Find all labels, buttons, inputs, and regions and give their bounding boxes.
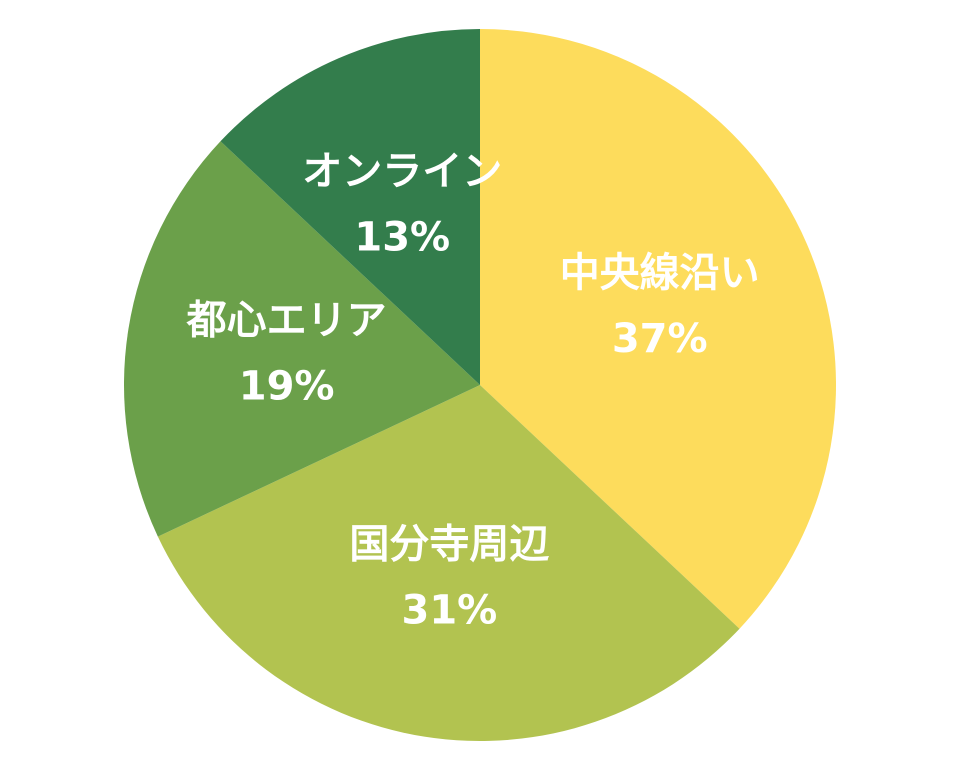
- slice-label: 都心エリア: [186, 297, 387, 343]
- pie-slice: [123, 141, 480, 537]
- slice-label: オンライン: [302, 148, 502, 194]
- slice-label: 国分寺周辺: [349, 521, 549, 567]
- pie-slice: [220, 29, 480, 385]
- pie-slice: [157, 385, 740, 742]
- slice-value-label: 37%: [612, 316, 708, 362]
- slice-value-label: 19%: [239, 363, 335, 409]
- slice-value-label: 31%: [401, 587, 497, 633]
- slice-value-label: 13%: [354, 214, 450, 260]
- pie-slice: [480, 29, 836, 629]
- slice-label: 中央線沿い: [560, 250, 760, 296]
